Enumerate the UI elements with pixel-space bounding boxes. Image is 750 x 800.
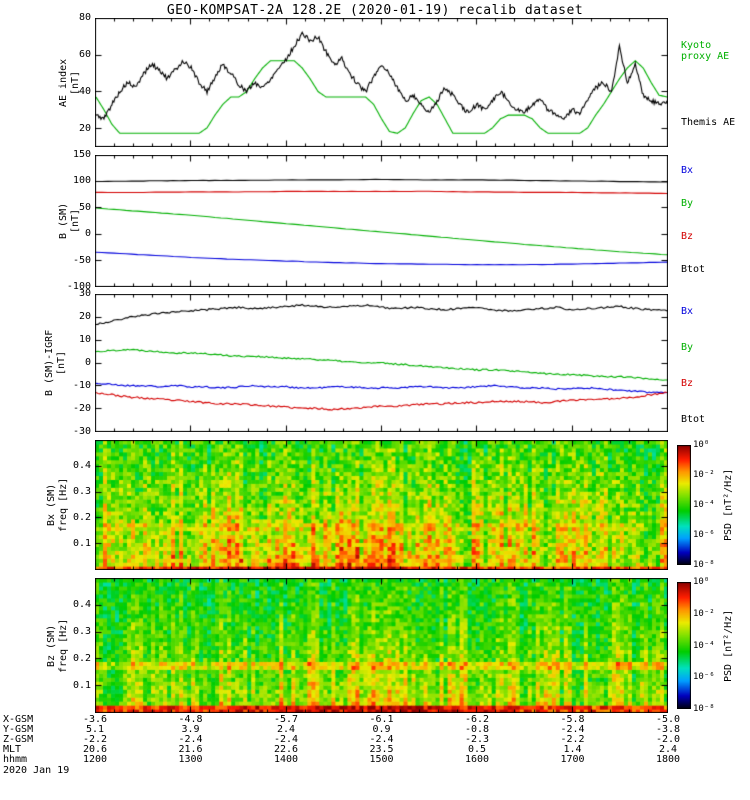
axis-value-mlt: 23.5 [369,744,394,755]
axis-value-z-gsm: -2.4 [178,734,203,745]
specz-colorbar-tick-label: 10⁻⁴ [693,640,715,651]
axis-value-z-gsm: -2.0 [655,734,681,745]
legend-bsm-btot: Btot [681,264,706,275]
date-label: 2020 Jan 19 [3,765,70,776]
bx-psd-colorbar [677,445,691,565]
specx-ytick-label: 0.3 [72,486,91,497]
axis-value-x-gsm: -6.2 [464,714,490,725]
specz-ytick-label: 0.2 [72,653,91,664]
b-sm-plot [95,155,668,287]
bigrf-ytick-label: 0 [84,357,91,368]
axis-value-hhmm: 1400 [273,754,299,765]
bz-spectrogram [95,578,668,713]
axis-value-mlt: 0.5 [467,744,487,755]
axis-value-x-gsm: -3.6 [82,714,108,725]
bz-psd-colorbar-label: PSD [nT²/Hz] [723,609,734,682]
legend-bsm-bx: Bx [681,165,694,176]
axis-value-x-gsm: -4.8 [178,714,203,725]
ae-ytick-label: 60 [78,48,91,60]
specz-ytick-label: 0.3 [72,626,91,637]
bsm-ytick-label: -100 [66,281,91,292]
specz-colorbar-tick-label: 10⁻⁸ [693,704,715,714]
page-title: GEO-KOMPSAT-2A 128.2E (2020-01-19) recal… [166,3,584,18]
specz-colorbar-tick-label: 10⁻² [693,608,715,619]
axis-value-hhmm: 1800 [655,754,681,765]
row-label-z-gsm: Z-GSM [3,734,34,745]
axis-value-y-gsm: 0.9 [372,724,391,735]
axis-value-mlt: 21.6 [178,744,203,755]
axis-value-y-gsm: 2.4 [276,724,296,735]
legend-themis-ae: Themis AE [681,117,736,128]
axis-value-y-gsm: -3.8 [655,724,681,735]
ae-ytick-label: 80 [78,12,91,23]
axis-value-z-gsm: -2.3 [464,734,490,745]
axis-value-y-gsm: -2.4 [560,724,585,735]
ae-ytick-label: 20 [78,122,91,134]
specz-ytick-label: 0.4 [72,599,91,610]
bsm-ytick-label: 0 [84,228,91,240]
axis-value-z-gsm: -2.2 [82,734,108,745]
bigrf-ytick-label: 20 [78,311,91,322]
axis-value-x-gsm: -5.7 [273,714,299,725]
legend-bigrf-btot: Btot [681,414,706,425]
bz-psd-colorbar [677,582,691,709]
bx-spectrogram [95,440,668,570]
bsm-ytick-label: 50 [78,201,91,213]
axis-value-z-gsm: -2.4 [369,734,394,745]
specx-ytick-label: 0.2 [72,512,91,523]
axis-value-z-gsm: -2.2 [560,734,585,745]
row-label-x-gsm: X-GSM [3,714,34,725]
specx-ytick-label: 0.1 [72,538,91,549]
bsm-ytick-label: 150 [72,149,91,160]
specx-colorbar-tick-label: 10⁻⁶ [693,530,715,540]
axis-value-hhmm: 1700 [560,754,585,765]
legend-bigrf-bz: Bz [681,378,694,389]
bsm-ytick-label: 100 [72,175,91,187]
specx-colorbar-tick-label: 10⁻⁴ [693,500,715,510]
axis-value-hhmm: 1200 [82,754,108,765]
axis-value-mlt: 1.4 [563,744,582,755]
bigrf-ytick-label: -30 [72,426,91,437]
legend-bigrf-bx: Bx [681,306,694,317]
specz-colorbar-tick-label: 10⁰ [693,577,710,587]
row-label-mlt: MLT [3,744,22,755]
axis-value-mlt: 2.4 [658,744,678,755]
specx-colorbar-tick-label: 10⁻² [693,470,715,480]
specx-ytick-label: 0.4 [72,460,91,471]
specx-colorbar-tick-label: 10⁻⁸ [693,560,715,570]
bigrf-ytick-label: 10 [78,334,91,345]
legend-bigrf-by: By [681,342,694,353]
specz-colorbar-tick-label: 10⁻⁶ [693,672,715,683]
legend-bsm-bz: Bz [681,231,694,242]
axis-value-z-gsm: -2.4 [273,734,299,745]
b-sm-igrf-plot [95,294,668,432]
axis-value-y-gsm: -0.8 [464,724,490,735]
axis-value-x-gsm: -6.1 [369,714,394,725]
row-label-hhmm: hhmm [3,754,28,765]
axis-value-y-gsm: 3.9 [181,724,200,735]
axis-value-x-gsm: -5.8 [560,714,585,725]
axis-value-mlt: 22.6 [273,744,299,755]
axis-value-hhmm: 1500 [369,754,394,765]
legend-bsm-by: By [681,198,694,209]
axis-value-mlt: 20.6 [82,744,108,755]
bx-psd-colorbar-label: PSD [nT²/Hz] [723,468,734,542]
axis-value-x-gsm: -5.0 [655,714,681,725]
bigrf-ytick-label: 30 [78,288,91,299]
ae-ytick-label: 40 [78,85,91,97]
legend-kyoto-proxy-ae: Kyoto proxy AE [681,40,730,62]
bigrf-ytick-label: -20 [72,403,91,414]
axis-value-y-gsm: 5.1 [85,724,105,735]
row-label-y-gsm: Y-GSM [3,724,34,735]
specx-colorbar-tick-label: 10⁰ [693,440,710,450]
bsm-ytick-label: -50 [72,254,91,266]
ae-index-plot [95,18,668,147]
axis-value-hhmm: 1600 [464,754,490,765]
specz-ytick-label: 0.1 [72,680,91,691]
bigrf-ytick-label: -10 [72,380,91,391]
axis-value-hhmm: 1300 [178,754,203,765]
